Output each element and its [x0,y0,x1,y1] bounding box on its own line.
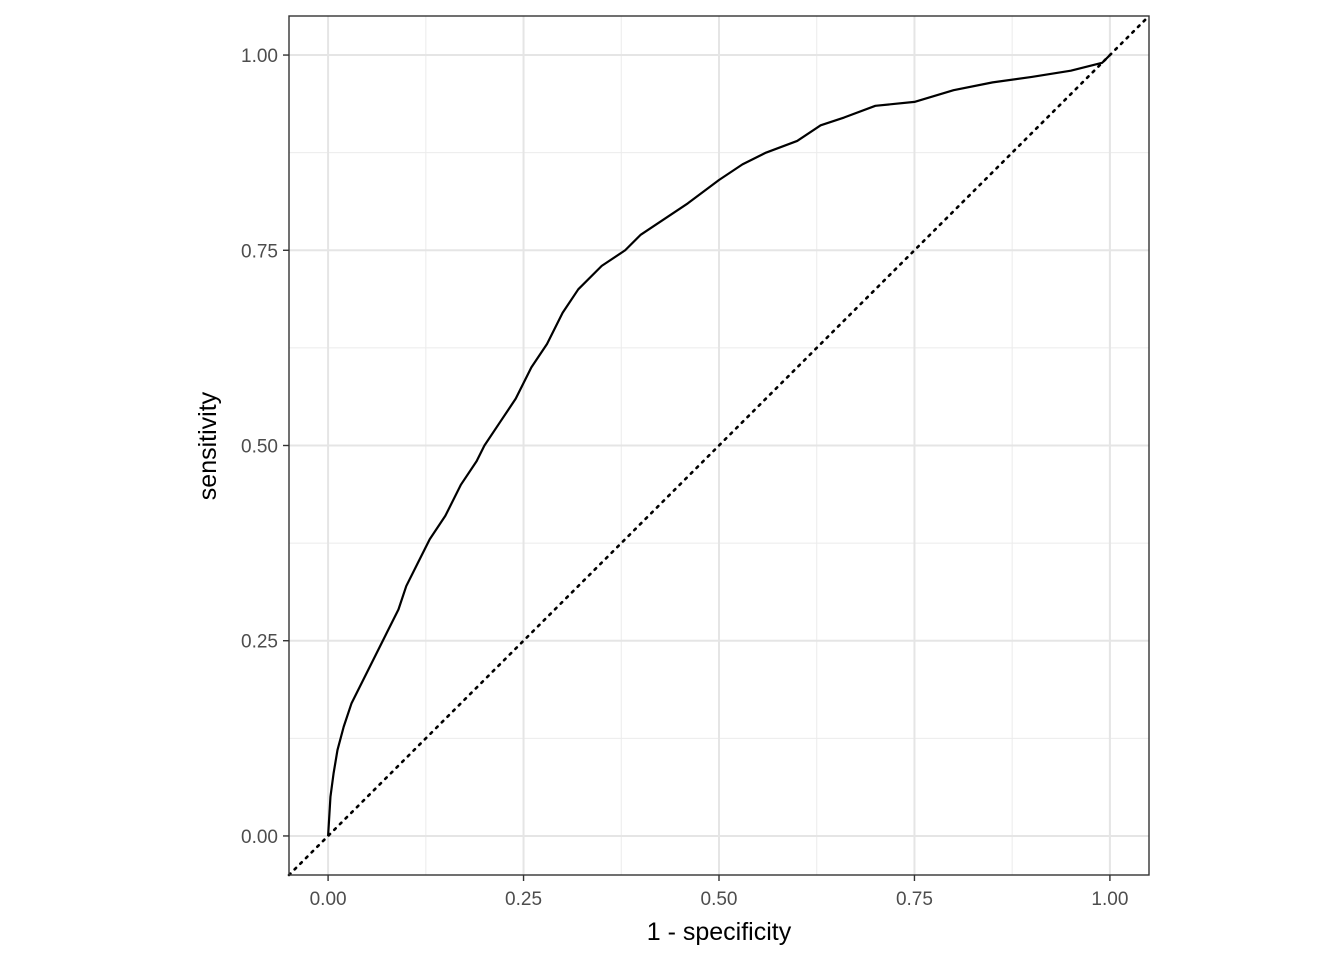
roc-curve-line [326,54,1111,837]
x-axis-title: 1 - specificity [647,918,792,946]
y-tick-label: 0.00 [241,827,278,848]
x-tick-label: 1.00 [1091,889,1128,910]
y-tick-label: 0.25 [241,632,278,653]
y-tick-label: 0.75 [241,241,278,262]
x-tick-label: 0.25 [505,889,542,910]
series-layer [287,14,1151,877]
axes: 0.00 0.25 0.50 0.75 1.00 0.00 0.25 0.50 0.75 1.00 [241,46,1128,910]
x-tick-label: 0.00 [310,889,347,910]
y-axis-title: sensitivity [194,391,222,500]
x-tick-label: 0.75 [896,889,933,910]
x-tick-label: 0.50 [701,889,738,910]
reference-diagonal-line [287,14,1151,877]
y-tick-label: 0.50 [241,437,278,458]
y-tick-label: 1.00 [241,46,278,67]
